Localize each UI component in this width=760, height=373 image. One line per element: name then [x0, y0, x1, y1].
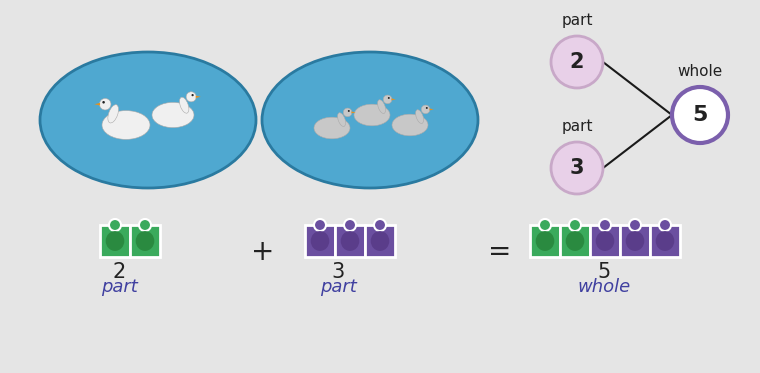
Ellipse shape	[354, 104, 390, 126]
Circle shape	[348, 110, 350, 112]
Circle shape	[551, 142, 603, 194]
Ellipse shape	[106, 231, 125, 251]
Circle shape	[100, 98, 111, 110]
Polygon shape	[351, 112, 356, 113]
Text: part: part	[100, 278, 138, 296]
Circle shape	[344, 108, 352, 117]
Ellipse shape	[565, 231, 584, 251]
Circle shape	[314, 219, 326, 231]
Circle shape	[599, 219, 611, 231]
Circle shape	[374, 219, 386, 231]
Text: 5: 5	[597, 262, 610, 282]
Circle shape	[103, 101, 105, 104]
Text: =: =	[489, 238, 511, 266]
Polygon shape	[429, 109, 434, 110]
Text: part: part	[561, 13, 593, 28]
Polygon shape	[130, 225, 160, 257]
Text: whole: whole	[677, 64, 723, 79]
Circle shape	[539, 219, 551, 231]
Ellipse shape	[656, 231, 674, 251]
Text: 5: 5	[692, 105, 708, 125]
Circle shape	[551, 36, 603, 88]
Circle shape	[344, 219, 356, 231]
Circle shape	[192, 94, 194, 96]
Circle shape	[388, 97, 390, 99]
Ellipse shape	[392, 114, 428, 136]
Polygon shape	[365, 225, 395, 257]
Polygon shape	[94, 103, 100, 106]
Polygon shape	[650, 225, 680, 257]
Polygon shape	[620, 225, 650, 257]
Ellipse shape	[102, 111, 150, 140]
Text: part: part	[320, 278, 356, 296]
Text: part: part	[561, 119, 593, 134]
Polygon shape	[560, 225, 590, 257]
Ellipse shape	[152, 103, 194, 128]
Ellipse shape	[625, 231, 644, 251]
Ellipse shape	[262, 52, 478, 188]
Circle shape	[109, 219, 121, 231]
Ellipse shape	[337, 113, 346, 126]
Polygon shape	[335, 225, 365, 257]
Ellipse shape	[378, 100, 385, 113]
Circle shape	[426, 107, 428, 109]
Text: 2: 2	[570, 52, 584, 72]
Circle shape	[421, 105, 430, 114]
Ellipse shape	[136, 231, 154, 251]
Polygon shape	[195, 96, 201, 98]
Ellipse shape	[416, 110, 423, 123]
Ellipse shape	[179, 97, 189, 113]
Circle shape	[672, 87, 728, 143]
Text: whole: whole	[578, 278, 631, 296]
Ellipse shape	[311, 231, 329, 251]
Ellipse shape	[40, 52, 256, 188]
Circle shape	[139, 219, 151, 231]
Circle shape	[569, 219, 581, 231]
Ellipse shape	[340, 231, 359, 251]
Circle shape	[659, 219, 671, 231]
Polygon shape	[100, 225, 130, 257]
Circle shape	[383, 95, 392, 104]
Text: 3: 3	[331, 262, 344, 282]
Polygon shape	[391, 98, 396, 100]
Circle shape	[629, 219, 641, 231]
Polygon shape	[305, 225, 335, 257]
Text: +: +	[252, 238, 274, 266]
Ellipse shape	[371, 231, 389, 251]
Text: 3: 3	[570, 158, 584, 178]
Ellipse shape	[314, 117, 350, 139]
Circle shape	[186, 92, 196, 102]
Polygon shape	[530, 225, 560, 257]
Text: 2: 2	[112, 262, 125, 282]
Ellipse shape	[536, 231, 554, 251]
Polygon shape	[590, 225, 620, 257]
Ellipse shape	[108, 105, 119, 123]
Ellipse shape	[596, 231, 614, 251]
